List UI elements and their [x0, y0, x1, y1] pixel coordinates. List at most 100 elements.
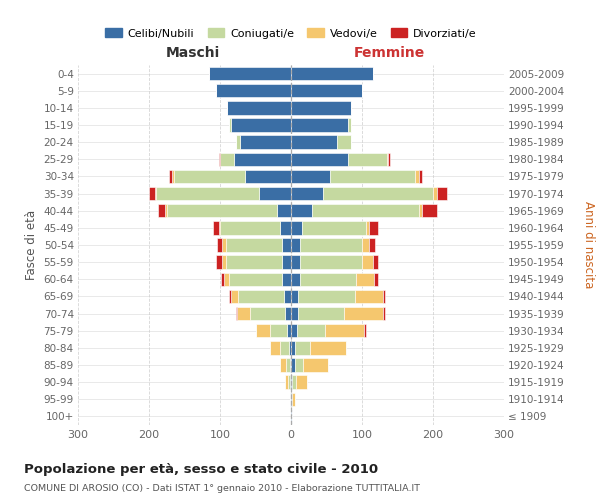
Bar: [277, 204, 291, 218]
Bar: [226, 238, 283, 252]
Bar: [213, 221, 218, 234]
Bar: [362, 256, 373, 269]
Bar: [222, 238, 226, 252]
Bar: [236, 136, 240, 149]
Bar: [220, 152, 234, 166]
Bar: [415, 170, 419, 183]
Bar: [291, 290, 298, 303]
Bar: [291, 152, 348, 166]
Bar: [299, 272, 356, 286]
Bar: [280, 358, 286, 372]
Bar: [217, 84, 291, 98]
Bar: [270, 341, 280, 354]
Bar: [291, 358, 295, 372]
Bar: [302, 221, 365, 234]
Bar: [234, 152, 291, 166]
Bar: [291, 118, 348, 132]
Bar: [310, 341, 346, 354]
Text: Popolazione per età, sesso e stato civile - 2010: Popolazione per età, sesso e stato civil…: [24, 462, 378, 475]
Bar: [220, 221, 280, 234]
Bar: [373, 256, 379, 269]
Bar: [296, 324, 325, 338]
Bar: [292, 376, 296, 389]
Bar: [289, 341, 291, 354]
Bar: [291, 376, 292, 389]
Bar: [292, 392, 295, 406]
Bar: [291, 67, 373, 80]
Legend: Celibi/Nubili, Coniugati/e, Vedovi/e, Divorziati/e: Celibi/Nubili, Coniugati/e, Vedovi/e, Di…: [101, 24, 481, 43]
Bar: [283, 272, 291, 286]
Bar: [433, 187, 437, 200]
Bar: [299, 238, 362, 252]
Bar: [383, 307, 385, 320]
Bar: [303, 358, 328, 372]
Bar: [291, 101, 352, 114]
Bar: [299, 256, 362, 269]
Bar: [245, 170, 291, 183]
Bar: [295, 358, 303, 372]
Bar: [217, 238, 222, 252]
Bar: [291, 187, 323, 200]
Bar: [270, 324, 287, 338]
Bar: [230, 118, 291, 132]
Bar: [295, 341, 310, 354]
Bar: [288, 376, 290, 389]
Bar: [291, 136, 337, 149]
Bar: [238, 290, 284, 303]
Bar: [365, 221, 369, 234]
Bar: [227, 101, 291, 114]
Bar: [325, 324, 364, 338]
Bar: [283, 256, 291, 269]
Bar: [422, 204, 437, 218]
Bar: [355, 290, 383, 303]
Bar: [209, 67, 291, 80]
Bar: [291, 341, 295, 354]
Bar: [323, 187, 433, 200]
Bar: [296, 376, 307, 389]
Bar: [387, 152, 388, 166]
Text: COMUNE DI AROSIO (CO) - Dati ISTAT 1° gennaio 2010 - Elaborazione TUTTITALIA.IT: COMUNE DI AROSIO (CO) - Dati ISTAT 1° ge…: [24, 484, 420, 493]
Bar: [236, 307, 237, 320]
Bar: [230, 290, 238, 303]
Bar: [348, 152, 387, 166]
Bar: [240, 136, 291, 149]
Bar: [224, 272, 229, 286]
Bar: [250, 307, 286, 320]
Bar: [291, 272, 299, 286]
Bar: [337, 136, 352, 149]
Bar: [291, 324, 296, 338]
Bar: [419, 170, 422, 183]
Bar: [291, 392, 292, 406]
Bar: [291, 170, 330, 183]
Bar: [291, 307, 298, 320]
Bar: [362, 238, 369, 252]
Bar: [283, 238, 291, 252]
Bar: [174, 170, 245, 183]
Bar: [156, 187, 259, 200]
Bar: [364, 324, 365, 338]
Bar: [149, 187, 155, 200]
Bar: [229, 272, 283, 286]
Text: Maschi: Maschi: [166, 46, 220, 60]
Bar: [284, 290, 291, 303]
Bar: [369, 221, 377, 234]
Bar: [229, 290, 230, 303]
Bar: [286, 358, 290, 372]
Y-axis label: Fasce di età: Fasce di età: [25, 210, 38, 280]
Bar: [298, 290, 355, 303]
Bar: [291, 204, 313, 218]
Bar: [298, 307, 344, 320]
Bar: [374, 272, 377, 286]
Bar: [383, 290, 385, 303]
Bar: [259, 187, 291, 200]
Bar: [256, 324, 270, 338]
Bar: [369, 238, 375, 252]
Bar: [166, 204, 167, 218]
Bar: [291, 256, 299, 269]
Bar: [348, 118, 352, 132]
Bar: [290, 392, 291, 406]
Bar: [218, 221, 220, 234]
Bar: [172, 170, 174, 183]
Bar: [280, 221, 291, 234]
Bar: [221, 272, 224, 286]
